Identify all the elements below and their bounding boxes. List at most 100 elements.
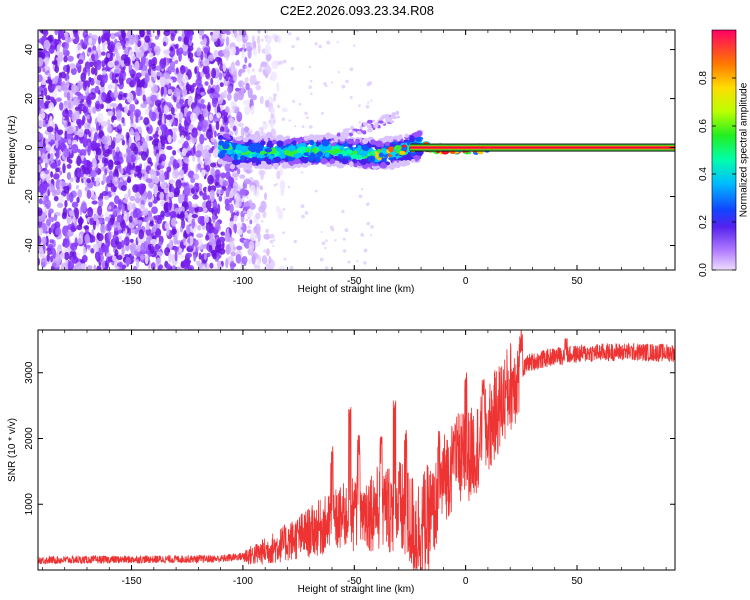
- noise-point: [71, 84, 78, 92]
- noise-point: [200, 169, 206, 177]
- noise-point: [43, 195, 49, 203]
- noise-point: [80, 263, 87, 270]
- noise-point: [215, 181, 219, 187]
- noise-point: [230, 251, 236, 257]
- noise-point: [173, 235, 178, 245]
- noise-point: [263, 255, 267, 259]
- noise-point: [223, 89, 228, 98]
- noise-point: [196, 71, 201, 81]
- noise-point: [147, 157, 152, 165]
- noise-point: [59, 252, 65, 260]
- noise-point: [217, 263, 223, 270]
- noise-point: [213, 139, 218, 149]
- noise-point: [98, 218, 105, 225]
- noise-point: [194, 66, 198, 75]
- noise-point: [225, 259, 229, 269]
- signal-point: [272, 162, 279, 167]
- signal-point: [287, 145, 295, 152]
- noise-point: [75, 184, 80, 190]
- noise-point: [120, 71, 124, 79]
- noise-point: [298, 102, 302, 106]
- noise-point: [278, 60, 283, 65]
- signal-point: [380, 161, 386, 167]
- noise-point: [270, 106, 276, 114]
- noise-point: [201, 148, 209, 160]
- noise-point: [148, 59, 153, 68]
- noise-point: [55, 227, 62, 236]
- signal-point: [389, 143, 394, 147]
- noise-point: [169, 61, 176, 70]
- noise-point: [247, 87, 253, 99]
- noise-point: [216, 104, 221, 115]
- noise-point: [251, 68, 255, 72]
- noise-point: [39, 30, 43, 33]
- noise-point: [135, 258, 140, 269]
- noise-point: [166, 263, 171, 270]
- noise-point: [150, 94, 158, 102]
- noise-point: [264, 192, 267, 201]
- noise-point: [304, 211, 309, 215]
- noise-point: [197, 263, 204, 269]
- noise-point: [200, 40, 207, 46]
- noise-point: [163, 202, 170, 213]
- noise-point: [202, 107, 209, 118]
- noise-point: [59, 195, 65, 204]
- signal-point: [324, 152, 330, 158]
- signal-point: [266, 158, 272, 165]
- noise-point: [110, 92, 115, 98]
- noise-point: [256, 259, 261, 268]
- noise-point: [185, 131, 189, 137]
- noise-point: [136, 244, 142, 253]
- signal-point: [220, 131, 226, 135]
- noise-point: [252, 74, 257, 78]
- noise-point: [172, 119, 179, 127]
- noise-point: [225, 192, 230, 198]
- noise-point: [283, 257, 287, 261]
- signal-point: [413, 154, 420, 162]
- signal-point: [374, 122, 380, 126]
- noise-point: [97, 44, 101, 55]
- noise-point: [112, 79, 119, 84]
- noise-point: [48, 102, 55, 112]
- noise-point: [192, 185, 200, 190]
- noise-point: [108, 170, 114, 181]
- noise-point: [200, 91, 205, 96]
- snr-axes: -150 -100 -50 0 50 1000 2000 3000: [24, 330, 675, 587]
- signal-point: [318, 135, 323, 139]
- noise-point: [263, 249, 267, 253]
- noise-point: [64, 251, 70, 261]
- signal-point: [389, 151, 397, 156]
- noise-point: [135, 87, 143, 97]
- noise-point: [57, 30, 64, 39]
- noise-point: [261, 38, 264, 42]
- noise-point: [236, 111, 243, 123]
- noise-point: [94, 66, 98, 77]
- noise-point: [169, 211, 177, 218]
- noise-point: [62, 46, 67, 56]
- signal-point: [292, 164, 298, 168]
- noise-point: [294, 125, 297, 128]
- noise-point: [42, 30, 49, 37]
- noise-point: [224, 231, 231, 243]
- noise-point: [252, 40, 257, 49]
- colorbar: 0.0 0.2 0.4 0.6 0.8 Normalized spectral ampl…: [698, 29, 750, 277]
- noise-point: [53, 173, 60, 180]
- noise-point: [248, 62, 252, 68]
- noise-point: [54, 126, 59, 132]
- noise-point: [63, 147, 70, 158]
- noise-point: [154, 35, 159, 40]
- noise-point: [75, 91, 82, 96]
- noise-point: [187, 47, 191, 59]
- noise-point: [130, 169, 136, 175]
- signal-point: [243, 159, 251, 163]
- noise-point: [51, 77, 58, 85]
- noise-point: [108, 41, 115, 52]
- noise-point: [112, 136, 116, 142]
- noise-point: [96, 147, 102, 156]
- noise-point: [277, 209, 284, 220]
- noise-point: [288, 32, 292, 36]
- noise-point: [189, 57, 194, 63]
- noise-point: [41, 236, 47, 245]
- noise-point: [264, 99, 270, 108]
- noise-point: [126, 92, 134, 103]
